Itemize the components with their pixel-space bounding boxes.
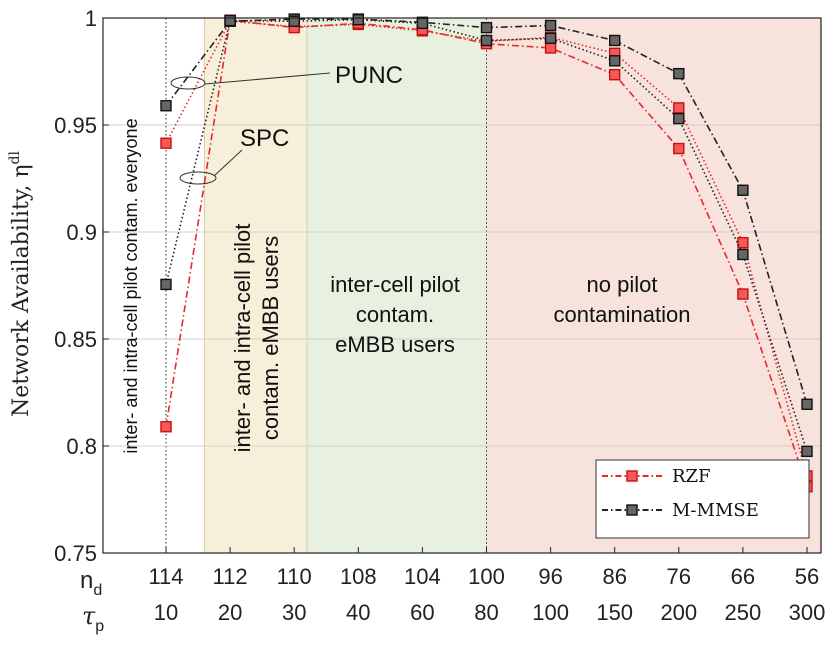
x-tick-label-nd: 56 [795, 564, 819, 589]
punc-annotation-ellipse [170, 76, 206, 90]
series-marker [544, 32, 557, 45]
series-marker [673, 67, 685, 80]
x-tick-label-tau: 20 [218, 600, 242, 625]
y-tick-label: 0.8 [66, 434, 97, 459]
x-tick-label-tau: 80 [474, 600, 498, 625]
x-tick-label-nd: 110 [277, 564, 312, 589]
x-tick-label-tau: 30 [282, 600, 306, 625]
x-tick-label-nd: 108 [340, 564, 377, 589]
punc-annotation-pointer [204, 72, 331, 85]
series-marker [160, 100, 172, 112]
x-tick-label-nd: 100 [468, 564, 505, 589]
x-tick-label-tau: 60 [410, 600, 434, 625]
region-label-line: contamination [554, 302, 691, 327]
y-axis-label-sup: dl [7, 151, 23, 165]
series-marker [352, 14, 364, 26]
x-tick-label-tau: 10 [154, 600, 178, 625]
series-marker [801, 445, 813, 458]
x-tick-label-nd: 76 [667, 564, 691, 589]
series-marker [737, 184, 749, 196]
x-tick-label-tau: 150 [596, 600, 633, 625]
legend-mmmse-marker [626, 504, 638, 516]
y-tick-label: 1 [85, 6, 97, 31]
y-tick-label: 0.9 [66, 220, 97, 245]
region-label-line: inter- and intra-cell pilot contam. ever… [121, 118, 141, 453]
series-marker [673, 112, 685, 125]
series-marker [224, 14, 236, 27]
legend-rzf-label: RZF [672, 466, 711, 487]
series-marker [544, 19, 557, 32]
series-marker [609, 55, 621, 67]
series-marker [609, 34, 621, 47]
axes-frame [102, 17, 822, 554]
y-tick-labels: 0.75 0.8 0.85 0.9 0.95 1 [54, 6, 97, 566]
series-marker [737, 236, 749, 249]
x-tick-label-nd: 104 [404, 564, 441, 589]
spc-annotation-ellipse [179, 171, 217, 185]
series-marker [480, 21, 493, 34]
spc-annotation-text: SPC [240, 125, 289, 152]
series-marker [737, 248, 749, 261]
series-m-mmse-spc [160, 14, 813, 458]
x-row-label-tau-sub: p [95, 618, 104, 635]
x-tick-label-nd: 96 [538, 564, 562, 589]
region-bg-2 [307, 18, 487, 553]
x-row-label-tau-main: τ [82, 602, 96, 630]
region-label-2: inter-cell pilot contam. eMBB users [330, 272, 460, 357]
region-label-line: contam. eMBB users [258, 236, 283, 440]
series-marker [160, 137, 172, 149]
legend: RZF M-MMSE [595, 459, 810, 539]
region-label-0: inter- and intra-cell pilot contam. ever… [121, 118, 141, 453]
x-row-label-nd-main: n [80, 567, 93, 594]
region-label-1: inter- and intra-cell pilot contam. eMBB … [230, 224, 283, 453]
y-axis-label-main: Network Availability, η [9, 164, 34, 416]
region-labels: inter- and intra-cell pilot contam. ever… [121, 118, 690, 453]
region-bg-0 [166, 18, 205, 553]
series-marker [737, 288, 749, 300]
data-series [160, 13, 813, 493]
x-tick-label-nd: 112 [213, 564, 248, 589]
x-tick-label-nd: 114 [148, 564, 183, 589]
x-tick-labels: 114 10 112 20 110 30 108 40 104 60 100 80 96 100 86 150… [148, 564, 825, 625]
series-marker [609, 69, 621, 81]
series-marker [544, 42, 557, 54]
y-tick-label: 0.95 [54, 113, 97, 138]
region-label-line: inter-cell pilot [330, 272, 460, 297]
plot-frame [102, 17, 822, 554]
region-label-3: no pilot contamination [554, 272, 691, 327]
series-marker [160, 278, 172, 291]
series-marker [288, 15, 300, 27]
spc-annotation-pointer [213, 149, 243, 177]
x-tick-label-nd: 66 [731, 564, 755, 589]
series-marker [160, 421, 172, 433]
series-marker [673, 142, 685, 155]
y-tick-label: 0.75 [54, 541, 97, 566]
punc-annotation-text: PUNC [335, 62, 403, 89]
x-row-label-tau: τp [82, 602, 104, 635]
x-tick-label-nd: 86 [602, 564, 626, 589]
x-tick-label-tau: 200 [660, 600, 697, 625]
series-marker [480, 34, 493, 47]
y-axis-label: Network Availability, ηdl [7, 151, 34, 417]
x-tick-label-tau: 40 [346, 600, 370, 625]
region-label-line: eMBB users [335, 332, 455, 357]
annotations: PUNC SPC [170, 62, 403, 185]
legend-mmmse-label: M-MMSE [672, 500, 759, 521]
series-marker [416, 17, 429, 30]
region-label-line: inter- and intra-cell pilot [230, 224, 255, 453]
region-label-line: contam. [356, 302, 434, 327]
x-row-label-nd: nd [80, 567, 102, 599]
legend-rzf-marker [626, 470, 638, 482]
x-row-label-nd-sub: d [93, 582, 102, 599]
region-bg-1 [204, 18, 308, 553]
y-tick-label: 0.85 [54, 327, 97, 352]
series-marker [673, 102, 685, 114]
x-tick-label-tau: 300 [789, 600, 826, 625]
x-tick-label-tau: 250 [725, 600, 762, 625]
series-marker [801, 398, 813, 410]
x-tick-label-tau: 100 [532, 600, 569, 625]
region-label-line: no pilot [587, 272, 658, 297]
